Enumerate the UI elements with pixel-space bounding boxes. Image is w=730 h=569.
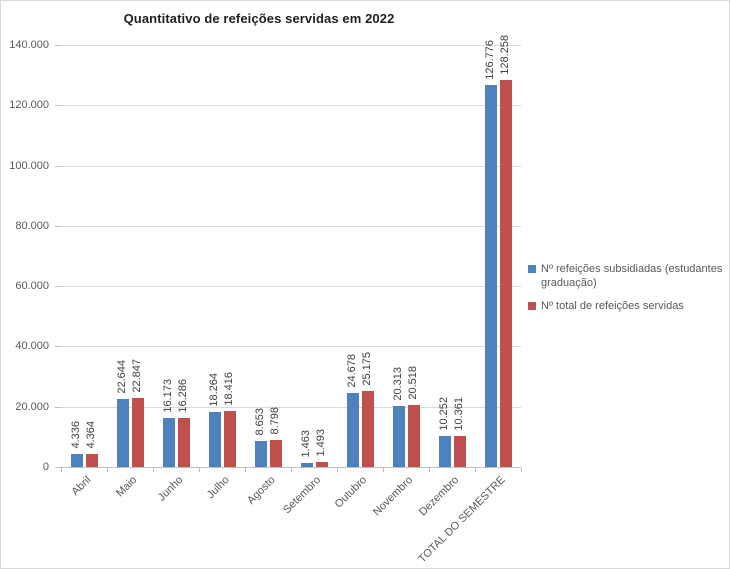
bar-value-label: 22.847 (130, 359, 143, 393)
x-axis-tick (199, 468, 200, 472)
bar-value-label: 24.678 (345, 354, 358, 388)
bar-subsidized (300, 463, 313, 467)
bar-total (499, 80, 512, 467)
bar-value-label: 10.361 (452, 397, 465, 431)
x-axis-tick (291, 468, 292, 472)
gridline (61, 286, 521, 287)
x-axis-tick (521, 468, 522, 472)
x-axis-tick (383, 468, 384, 472)
bar-value-label: 20.313 (391, 367, 404, 401)
category-label: Novembro (371, 474, 416, 519)
y-axis-tick (55, 286, 61, 287)
bar-value-label: 25.175 (360, 352, 373, 386)
y-axis-tick (55, 45, 61, 46)
gridline (61, 45, 521, 46)
gridline (61, 166, 521, 167)
category-label: Agosto (244, 474, 278, 507)
bar-value-label: 4.336 (69, 421, 82, 449)
y-axis-label: 20.000 (15, 401, 49, 413)
bar-value-label: 18.264 (207, 373, 220, 407)
bar-value-label: 1.493 (314, 429, 327, 457)
y-axis-label: 60.000 (15, 280, 49, 292)
legend-swatch-blue (528, 265, 536, 273)
bar-value-label: 8.798 (268, 407, 281, 435)
bar-total (85, 454, 98, 467)
x-axis-tick (61, 468, 62, 472)
legend-label: Nº total de refeições servidas (541, 300, 684, 312)
bar-total (223, 411, 236, 467)
y-axis-label: 0 (42, 461, 49, 473)
bar-total (131, 398, 144, 467)
gridline (61, 407, 521, 408)
bar-value-label: 4.364 (84, 421, 97, 449)
y-axis-tick (55, 467, 61, 468)
x-axis-tick (107, 468, 108, 472)
bar-subsidized (254, 441, 267, 467)
legend: Nº refeições subsidiadas (estudantes gra… (528, 262, 728, 322)
bar-subsidized (208, 412, 221, 467)
x-axis-tick (337, 468, 338, 472)
y-axis-label: 40.000 (15, 340, 49, 352)
gridline (61, 105, 521, 106)
chart-title: Quantitativo de refeições servidas em 20… (123, 11, 395, 26)
x-axis-tick (429, 468, 430, 472)
y-axis-tick (55, 166, 61, 167)
y-axis-label: 80.000 (15, 220, 49, 232)
y-axis-tick (55, 346, 61, 347)
category-label: Maio (114, 474, 140, 500)
category-label: Outubro (332, 474, 370, 511)
bar-value-label: 128.258 (498, 35, 511, 75)
category-label: Abril (69, 474, 94, 499)
bar-value-label: 18.416 (222, 372, 235, 406)
bar-subsidized (346, 393, 359, 467)
bar-total (407, 405, 420, 467)
bar-value-label: 22.644 (115, 360, 128, 394)
bar-total (177, 418, 190, 467)
bar-subsidized (484, 85, 497, 467)
bar-subsidized (116, 399, 129, 467)
x-axis-tick (475, 468, 476, 472)
bar-value-label: 1.463 (299, 430, 312, 458)
bar-value-label: 16.173 (161, 379, 174, 413)
bar-total (269, 440, 282, 467)
y-axis-label: 120.000 (9, 99, 49, 111)
bar-subsidized (162, 418, 175, 467)
bar-total (453, 436, 466, 467)
category-label: Junho (155, 474, 186, 504)
x-axis-tick (245, 468, 246, 472)
x-axis-tick (153, 468, 154, 472)
bar-total (315, 462, 328, 467)
bar-value-label: 16.286 (176, 379, 189, 413)
category-label: Dezembro (417, 474, 462, 519)
legend-item-subsidized: Nº refeições subsidiadas (estudantes gra… (528, 262, 728, 290)
category-label: Julho (204, 474, 232, 502)
y-axis-tick (55, 407, 61, 408)
y-axis-tick (55, 105, 61, 106)
legend-item-total: Nº total de refeições servidas (528, 299, 728, 313)
category-label: Setembro (281, 474, 324, 517)
category-label: TOTAL DO SEMESTRE (416, 474, 508, 566)
bar-subsidized (438, 436, 451, 467)
legend-label: Nº refeições subsidiadas (estudantes gra… (541, 263, 723, 289)
bar-value-label: 126.776 (483, 40, 496, 80)
bar-value-label: 10.252 (437, 397, 450, 431)
bar-value-label: 8.653 (253, 408, 266, 436)
y-axis-label: 100.000 (9, 160, 49, 172)
y-axis-label: 140.000 (9, 39, 49, 51)
bar-total (361, 391, 374, 467)
y-axis-tick (55, 226, 61, 227)
gridline (61, 226, 521, 227)
gridline (61, 346, 521, 347)
x-axis-line (61, 467, 521, 468)
bar-value-label: 20.518 (406, 366, 419, 400)
legend-swatch-red (528, 302, 536, 310)
bar-subsidized (70, 454, 83, 467)
bar-subsidized (392, 406, 405, 467)
